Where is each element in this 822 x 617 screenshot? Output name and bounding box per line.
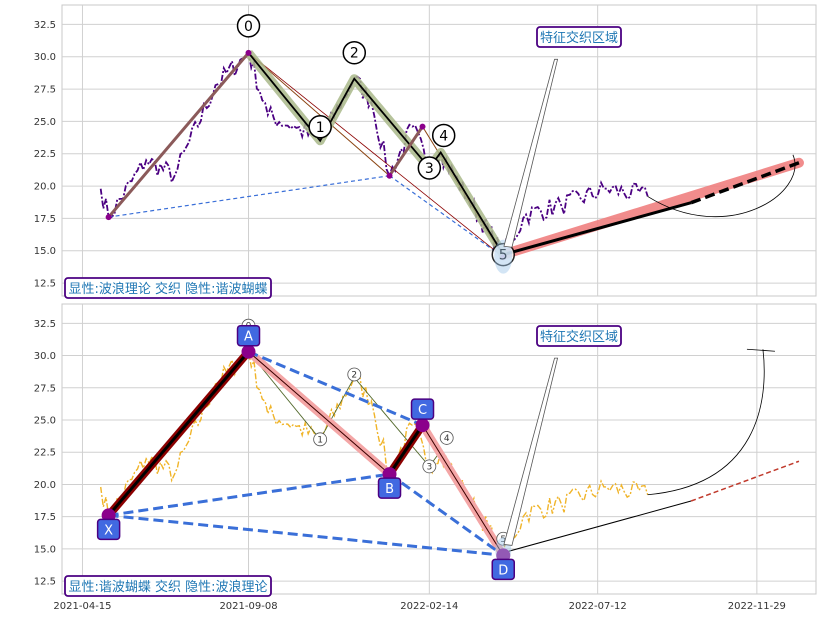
harmonic-point-marker — [241, 344, 256, 359]
y-tick-label: 27.5 — [34, 85, 56, 96]
wave-line — [247, 52, 505, 256]
harmonic-dashed-line — [388, 472, 505, 557]
dual-theory-text: 显性:波浪理论 交织 隐性:谐波蝴蝶 — [68, 281, 267, 297]
y-tick-label: 20.0 — [34, 182, 56, 193]
projection-band — [498, 157, 804, 260]
y-tick-label: 30.0 — [34, 351, 56, 362]
wave-label-5: 5 — [499, 248, 508, 264]
small-wave-label-2: 2 — [351, 370, 357, 380]
harmonic-cd-line — [422, 424, 504, 556]
small-wave-label-circle — [439, 431, 454, 445]
harmonic-point-box — [410, 398, 435, 420]
y-tick-label: 27.5 — [34, 383, 56, 394]
small-wave-label-circle — [422, 459, 437, 474]
harmonic-label-C: C — [418, 403, 427, 418]
harmonic-ad-line — [248, 52, 504, 258]
y-tick-label: 15.0 — [34, 544, 56, 555]
small-wave-label-circle — [347, 367, 362, 382]
harmonic-point-marker — [419, 123, 426, 130]
annotation-arrow — [503, 58, 559, 248]
y-tick-label: 12.5 — [34, 577, 56, 588]
x-tick-label: 2021-09-08 — [219, 601, 277, 612]
small-wave-label-3: 3 — [426, 462, 432, 472]
wave-label-2: 2 — [350, 46, 359, 62]
small-wave-label-1: 1 — [317, 435, 323, 445]
wave-label-circle — [417, 156, 442, 180]
bottom-panel: 12.515.017.520.022.525.027.530.032.50123… — [34, 303, 817, 612]
annotation-text: 特征交织区域 — [540, 30, 618, 46]
x-tick-label: 2021-04-15 — [53, 601, 111, 612]
wave-label-circle — [431, 123, 456, 148]
wave-label-circle — [308, 115, 332, 139]
harmonic-xa-line — [107, 51, 250, 219]
harmonic-dashed-line — [247, 350, 424, 427]
harmonic-bc-line — [388, 125, 424, 177]
wave-label-circle — [236, 14, 261, 38]
y-tick-label: 32.5 — [34, 20, 56, 31]
projection-line-dashed — [690, 161, 800, 205]
harmonic-dashed-line — [108, 472, 390, 517]
y-tick-label: 12.5 — [34, 279, 56, 290]
wave-label-circle — [491, 242, 516, 267]
y-tick-label: 15.0 — [34, 246, 56, 257]
y-tick-label: 25.0 — [34, 117, 56, 128]
harmonic-point-marker — [386, 172, 393, 179]
wave-label-1: 1 — [316, 120, 325, 136]
annotation-box — [536, 325, 622, 347]
harmonic-label-B: B — [385, 482, 394, 497]
harmonic-dashed-line — [108, 513, 504, 557]
price-series-line — [100, 349, 649, 556]
dual-theory-text: 显性:谐波蝴蝶 交织 隐性:波浪理论 — [68, 579, 267, 595]
wave-5-highlight — [494, 239, 513, 274]
x-tick-label: 2022-02-14 — [400, 601, 458, 612]
projection-line-solid — [502, 201, 692, 257]
harmonic-point-marker — [105, 214, 112, 221]
x-tick-label: 2022-07-12 — [569, 601, 627, 612]
dual-theory-box — [64, 575, 272, 597]
harmonic-bc-line — [388, 424, 424, 475]
dual-theory-box — [64, 277, 272, 299]
y-tick-label: 22.5 — [34, 448, 56, 459]
annotation-box — [536, 26, 622, 48]
harmonic-point-box — [236, 324, 261, 347]
small-wave-label-4: 4 — [444, 434, 450, 444]
harmonic-xb-dashed — [108, 175, 390, 218]
y-tick-label: 25.0 — [34, 416, 56, 427]
wave-label-circle — [342, 40, 367, 65]
connector-arc — [647, 154, 796, 217]
x-tick-label: 2022-11-29 — [728, 601, 786, 612]
y-tick-label: 17.5 — [34, 512, 56, 523]
wave-label-4: 4 — [439, 128, 448, 144]
y-tick-label: 22.5 — [34, 149, 56, 160]
y-tick-label: 30.0 — [34, 52, 56, 63]
annotation-text: 特征交织区域 — [540, 329, 618, 345]
wave-label-3: 3 — [425, 161, 434, 177]
wave-label-0: 0 — [244, 19, 253, 35]
small-wave-label-5: 5 — [500, 535, 506, 545]
top-panel: 12.5 15.0 17.5 20.0 22.5 25.0 27.5 30.0 32.5 0 1 2 3… — [34, 4, 817, 299]
harmonic-bd-dashed — [389, 175, 504, 258]
y-tick-label: 32.5 — [34, 319, 56, 330]
harmonic-label-X: X — [104, 523, 113, 538]
harmonic-xa-line — [107, 350, 250, 517]
harmonic-label-A: A — [244, 330, 253, 345]
projection-line-dashed — [690, 460, 800, 502]
harmonic-point-box — [377, 477, 402, 499]
harmonic-ab-line — [248, 351, 390, 475]
annotation-arrow — [503, 357, 559, 546]
y-tick-label: 17.5 — [34, 214, 56, 225]
y-tick-label: 20.0 — [34, 480, 56, 491]
harmonic-point-marker — [245, 49, 252, 56]
harmonic-point-marker — [415, 418, 430, 433]
connector-cap — [746, 348, 775, 352]
small-wave-label-circle — [313, 432, 328, 447]
harmonic-label-D: D — [498, 563, 508, 578]
connector-arc — [647, 349, 765, 496]
price-series-line — [99, 50, 649, 258]
harmonic-point-box — [491, 558, 516, 581]
projection-line-solid — [503, 500, 692, 554]
harmonic-point-box — [96, 518, 121, 541]
